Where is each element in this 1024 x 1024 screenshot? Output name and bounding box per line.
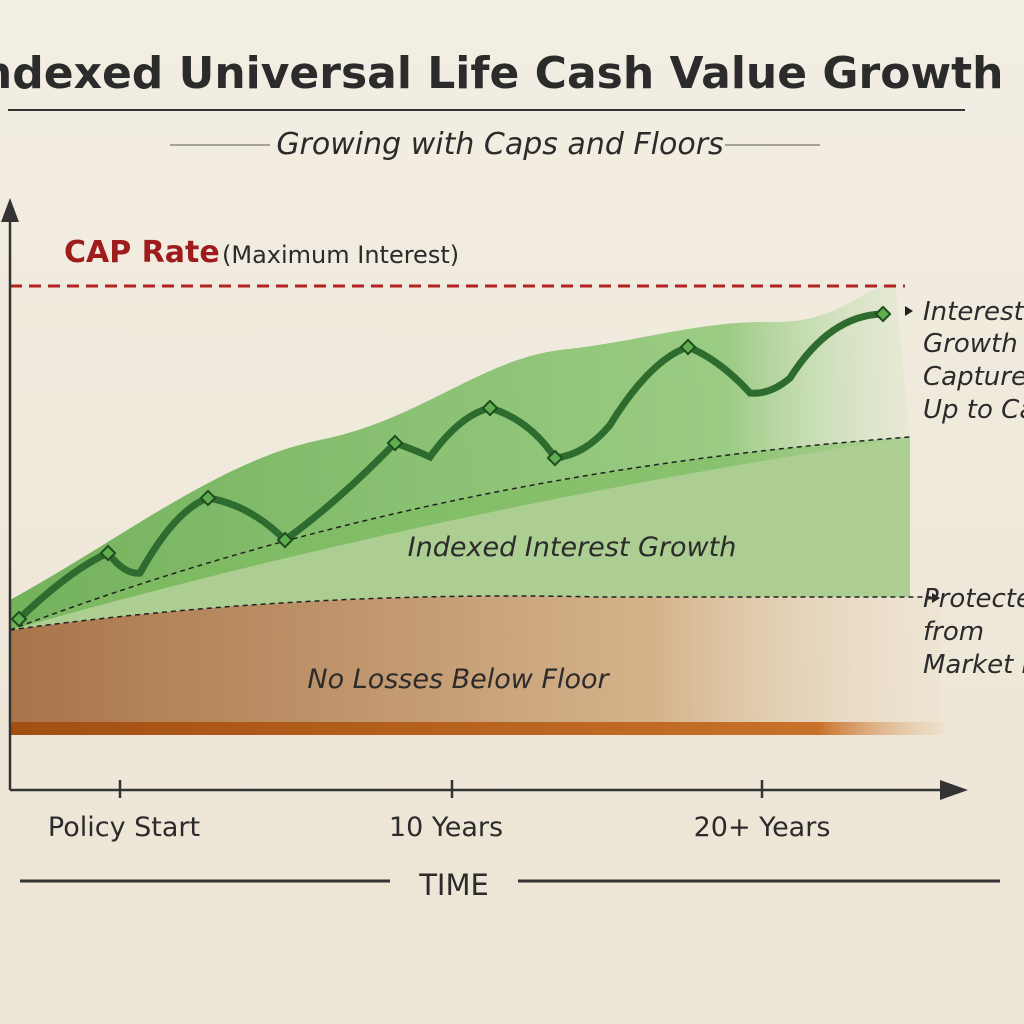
cap-label: CAP Rate	[64, 235, 220, 270]
arrowhead	[1, 198, 19, 222]
marker	[386, 434, 404, 452]
growth-label: Indexed Interest Growth	[408, 532, 737, 563]
arrowhead	[940, 780, 968, 800]
marker	[276, 531, 294, 549]
marker	[10, 610, 28, 628]
growth-area	[10, 437, 910, 630]
annotation: Market Loss	[923, 650, 1024, 680]
annotation: Growth	[923, 329, 1018, 359]
floor-area	[10, 595, 940, 735]
annotation: Interest Growth	[923, 297, 1024, 327]
floor-line	[9, 595, 935, 631]
floor-band	[10, 722, 960, 735]
x-label: Policy Start	[48, 812, 200, 843]
marker	[679, 338, 697, 356]
subtitle: Growing with Caps and Floors	[276, 127, 723, 162]
annotation: Protected	[923, 584, 1024, 614]
cap-note: (Maximum Interest)	[222, 241, 459, 269]
floor-label: No Losses Below Floor	[307, 664, 610, 695]
cap-range-area	[10, 282, 910, 630]
arrow	[932, 593, 940, 603]
x-label: 10 Years	[389, 812, 503, 843]
marker	[546, 449, 564, 467]
marker	[481, 399, 499, 417]
marker	[99, 544, 117, 562]
marker	[874, 305, 892, 323]
trend-line	[9, 436, 911, 631]
title: Indexed Universal Life Cash Value Growth	[0, 48, 1003, 99]
annotation: from	[923, 617, 984, 647]
annotation: Captured	[923, 362, 1024, 392]
cash-value-line	[14, 310, 887, 624]
x-label: 20+ Years	[694, 812, 831, 843]
x-title: TIME	[418, 868, 489, 902]
markers	[10, 305, 892, 628]
marker	[199, 489, 217, 507]
arrow	[905, 306, 913, 316]
annotation: Up to Cap	[923, 395, 1024, 425]
